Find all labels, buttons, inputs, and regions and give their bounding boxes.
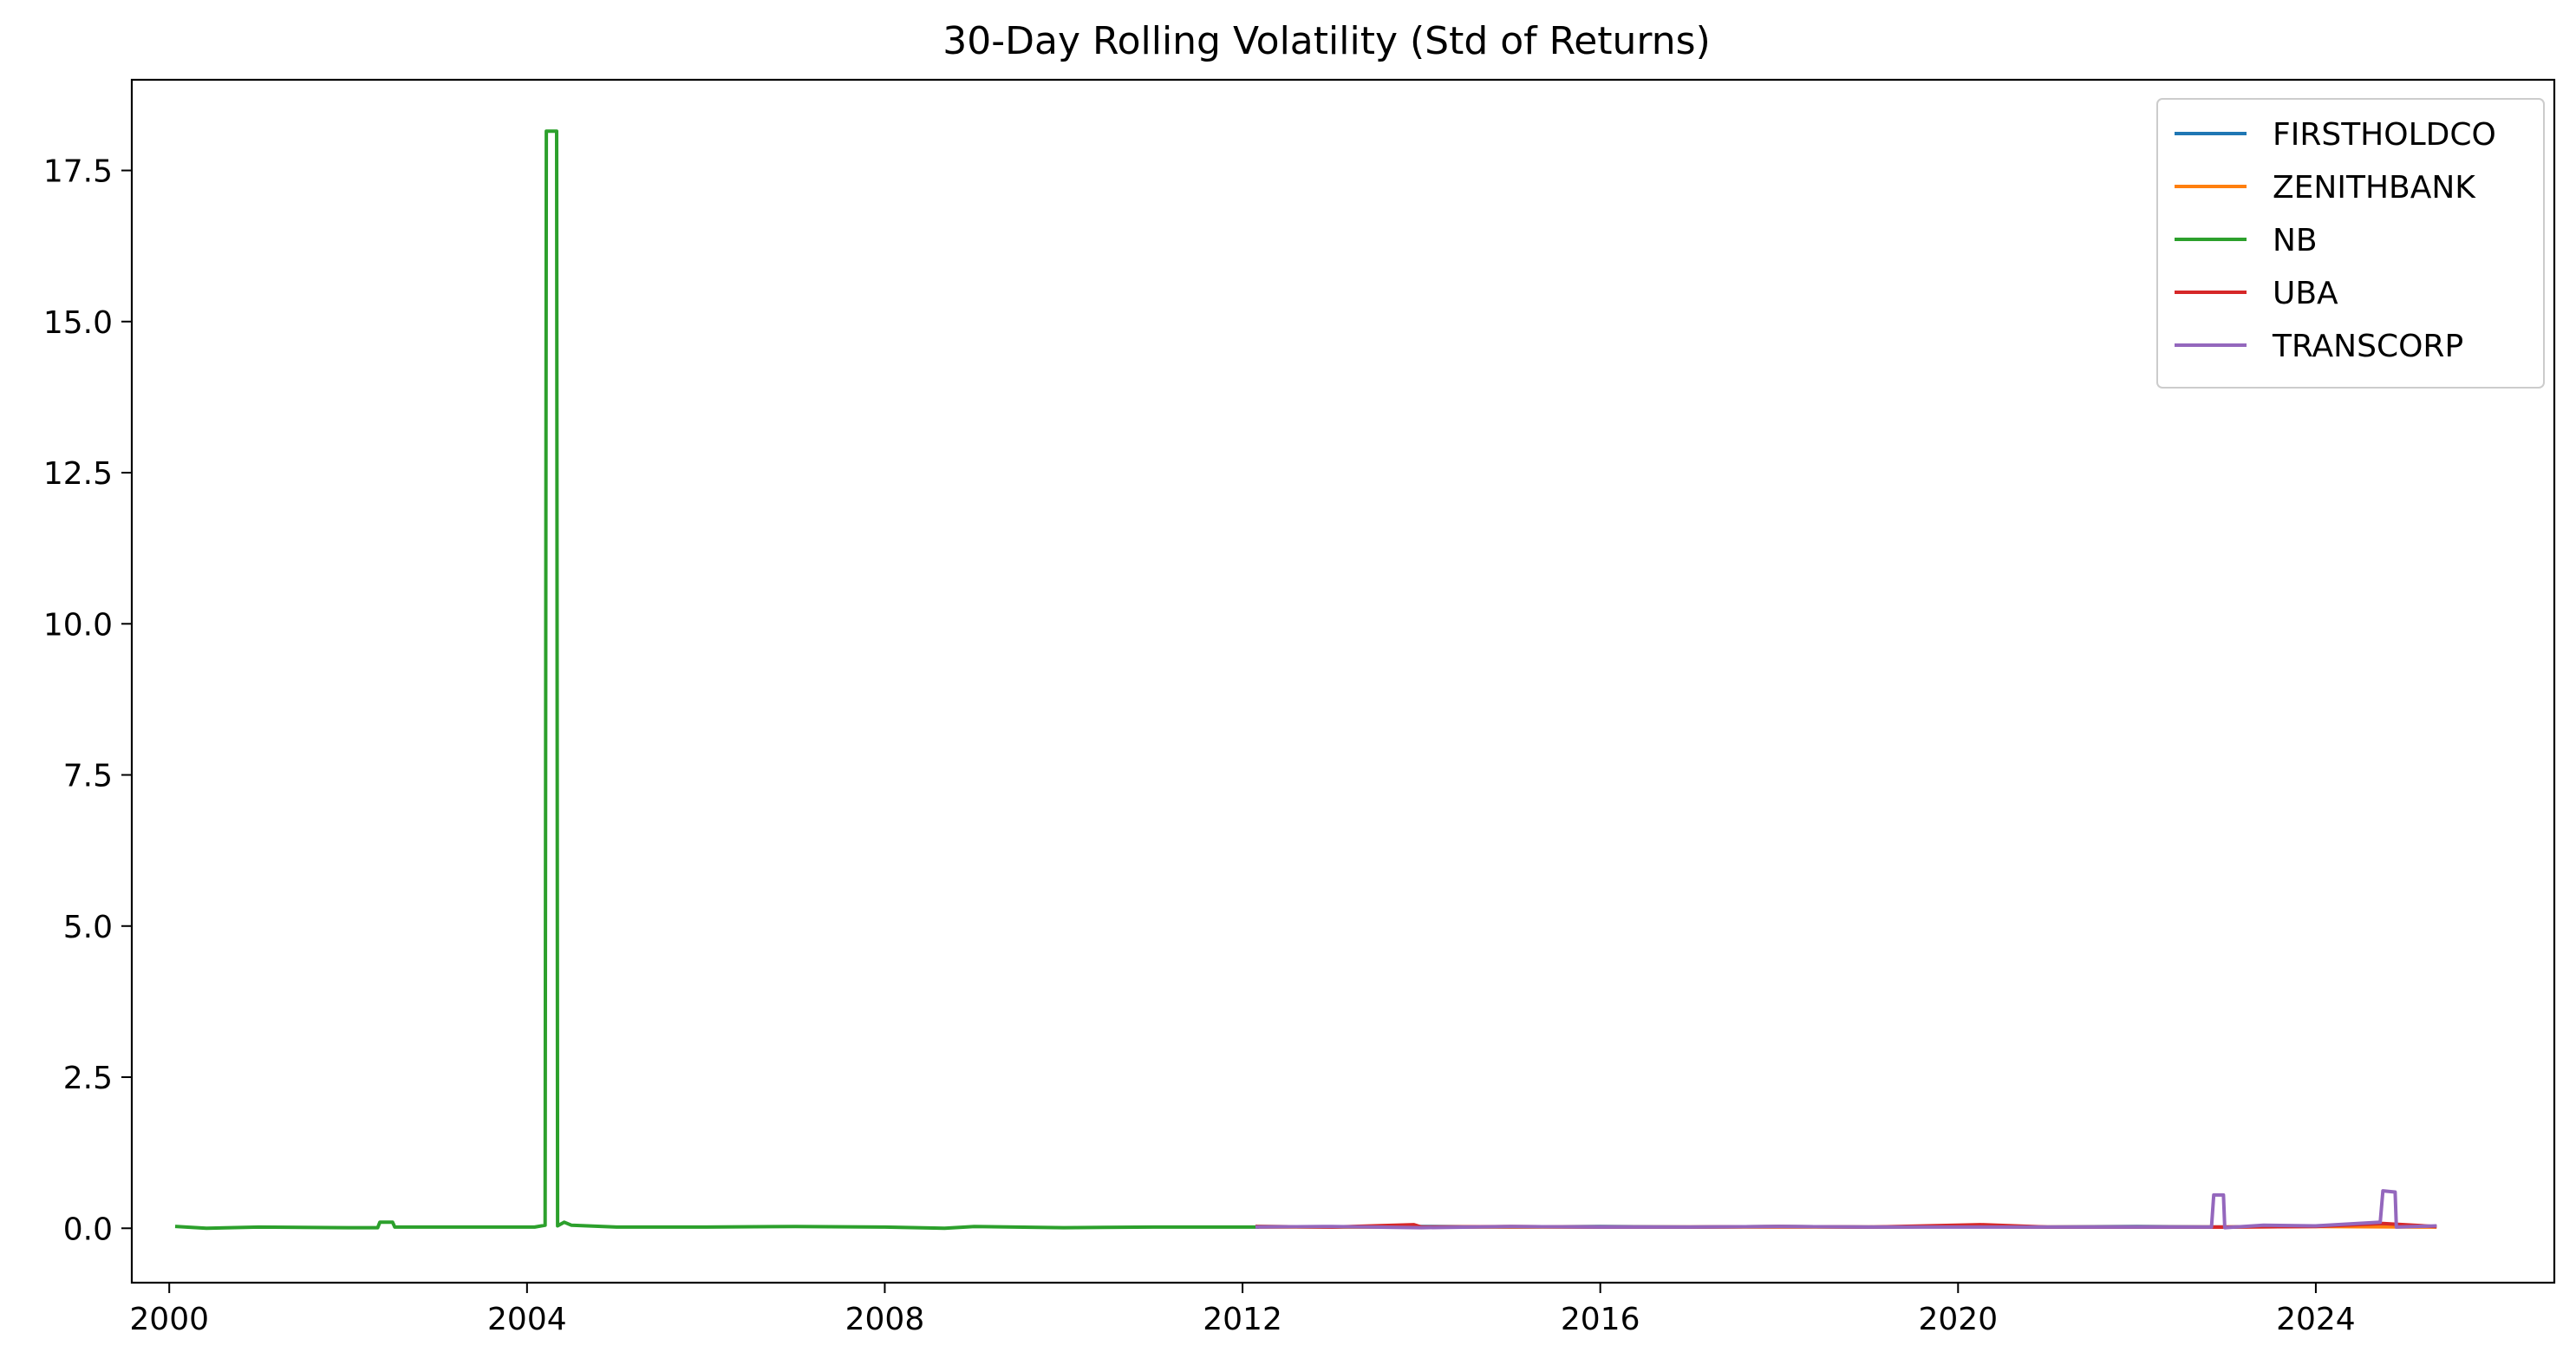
plot-series — [174, 129, 2437, 1231]
legend-label: ZENITHBANK — [2273, 170, 2476, 206]
x-tick-label: 2008 — [845, 1302, 925, 1337]
y-tick-label: 10.0 — [43, 607, 113, 643]
plot-frame — [130, 78, 2556, 1284]
chart-title: 30-Day Rolling Volatility (Std of Return… — [942, 19, 1710, 63]
y-tick-label: 7.5 — [63, 759, 113, 794]
x-tick-label: 2024 — [2276, 1302, 2356, 1337]
y-tick-label: 5.0 — [63, 910, 113, 945]
legend-box — [2156, 98, 2545, 389]
x-tick-label: 2012 — [1203, 1302, 1282, 1337]
y-tick-label: 2.5 — [63, 1061, 113, 1096]
x-tick-label: 2004 — [487, 1302, 567, 1337]
legend-label: NB — [2273, 223, 2318, 258]
legend: FIRSTHOLDCO ZENITHBANK NB UBA TRANSCORP — [2156, 98, 2545, 389]
x-tick-label: 2020 — [1918, 1302, 1998, 1337]
series-line-transcorp — [1255, 1189, 2437, 1230]
y-tick-label: 15.0 — [43, 305, 113, 341]
y-tick-label: 0.0 — [63, 1212, 113, 1247]
y-axis: 0.0 2.5 5.0 7.5 10.0 12.5 15.0 17.5 — [43, 154, 132, 1247]
y-tick-label: 17.5 — [43, 154, 113, 190]
legend-label: TRANSCORP — [2272, 329, 2463, 364]
series-line-nb — [174, 129, 1259, 1231]
x-tick-label: 2016 — [1561, 1302, 1640, 1337]
x-tick-label: 2000 — [129, 1302, 209, 1337]
legend-label: FIRSTHOLDCO — [2273, 117, 2496, 153]
legend-label: UBA — [2273, 276, 2338, 311]
y-tick-label: 12.5 — [43, 456, 113, 492]
x-axis: 2000 2004 2008 2012 2016 2020 2024 — [129, 1283, 2356, 1337]
